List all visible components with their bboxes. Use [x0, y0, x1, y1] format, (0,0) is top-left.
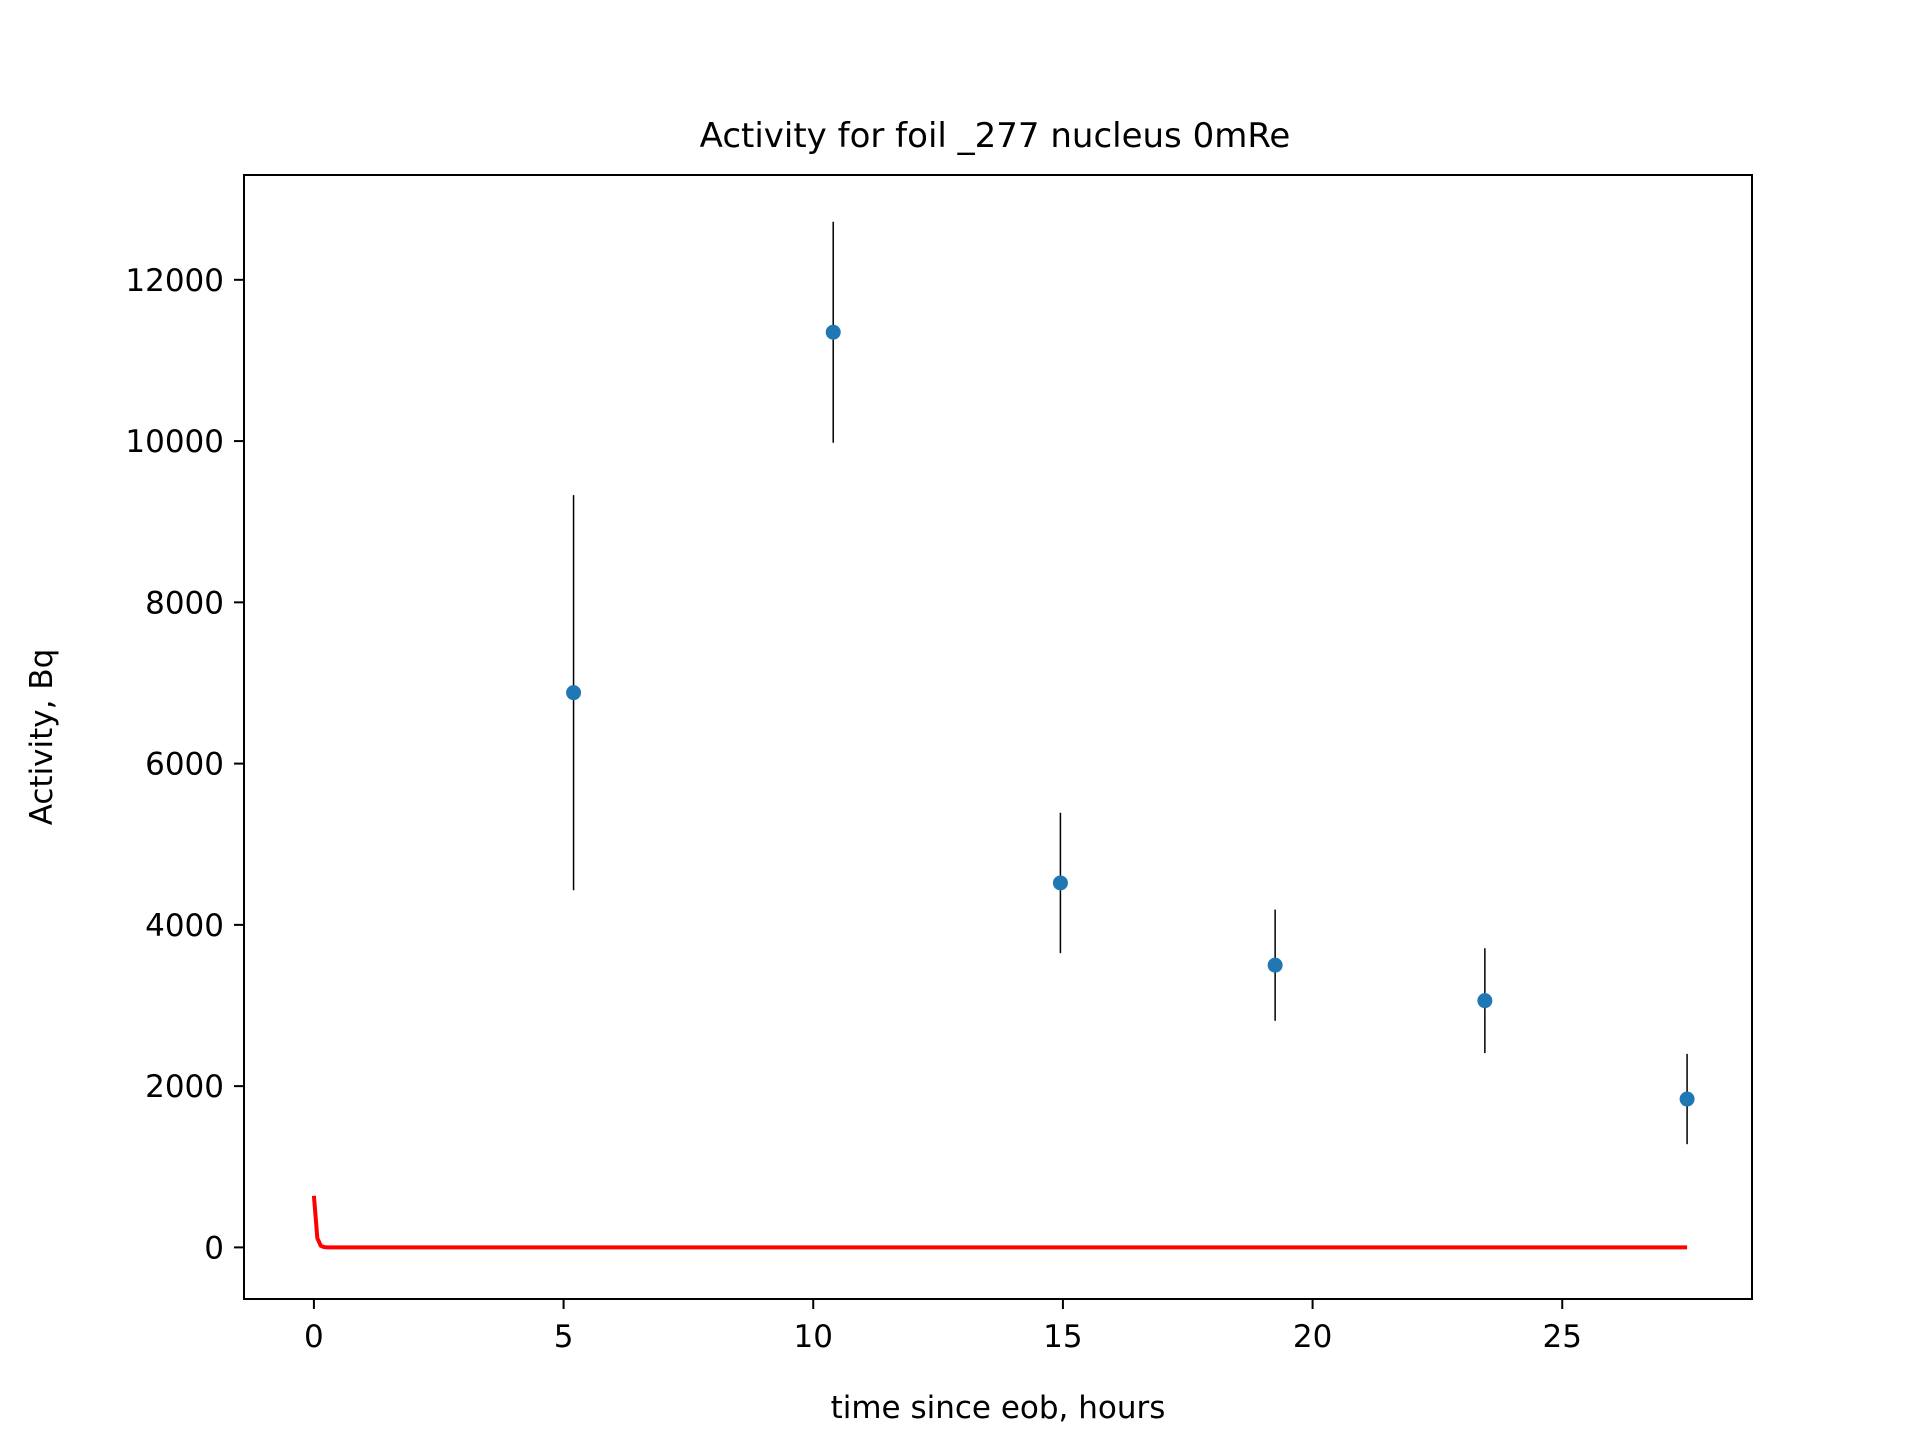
y-tick-label: 6000 [145, 747, 224, 783]
y-tick-label: 2000 [145, 1069, 224, 1105]
data-point [566, 685, 582, 701]
data-point [1477, 993, 1493, 1009]
x-axis-label: time since eob, hours [831, 1390, 1166, 1426]
y-tick-label: 12000 [125, 263, 224, 299]
y-tick-label: 4000 [145, 908, 224, 944]
x-tick-label: 0 [304, 1319, 324, 1355]
y-axis-ticks: 0 2000 4000 6000 8000 10000 12000 [125, 263, 244, 1266]
x-tick-label: 15 [1043, 1319, 1082, 1355]
plot-area [311, 221, 1695, 1250]
axes-frame [243, 174, 1753, 1300]
x-tick-label: 20 [1293, 1319, 1332, 1355]
y-tick-label: 0 [204, 1230, 224, 1266]
data-point [1679, 1091, 1695, 1107]
y-axis-label: Activity, Bq [24, 649, 60, 826]
fit-curve-line [311, 1195, 1688, 1250]
y-tick-label: 8000 [145, 585, 224, 621]
x-tick-label: 10 [794, 1319, 833, 1355]
x-tick-label: 5 [554, 1319, 574, 1355]
y-tick-label: 10000 [125, 424, 224, 460]
data-point [825, 324, 841, 340]
chart-title: Activity for foil _277 nucleus 0mRe [700, 116, 1291, 156]
data-point [1052, 875, 1068, 891]
x-axis-ticks: 0 5 10 15 20 25 [304, 1299, 1582, 1355]
data-point [1267, 957, 1283, 973]
x-tick-label: 25 [1543, 1319, 1582, 1355]
